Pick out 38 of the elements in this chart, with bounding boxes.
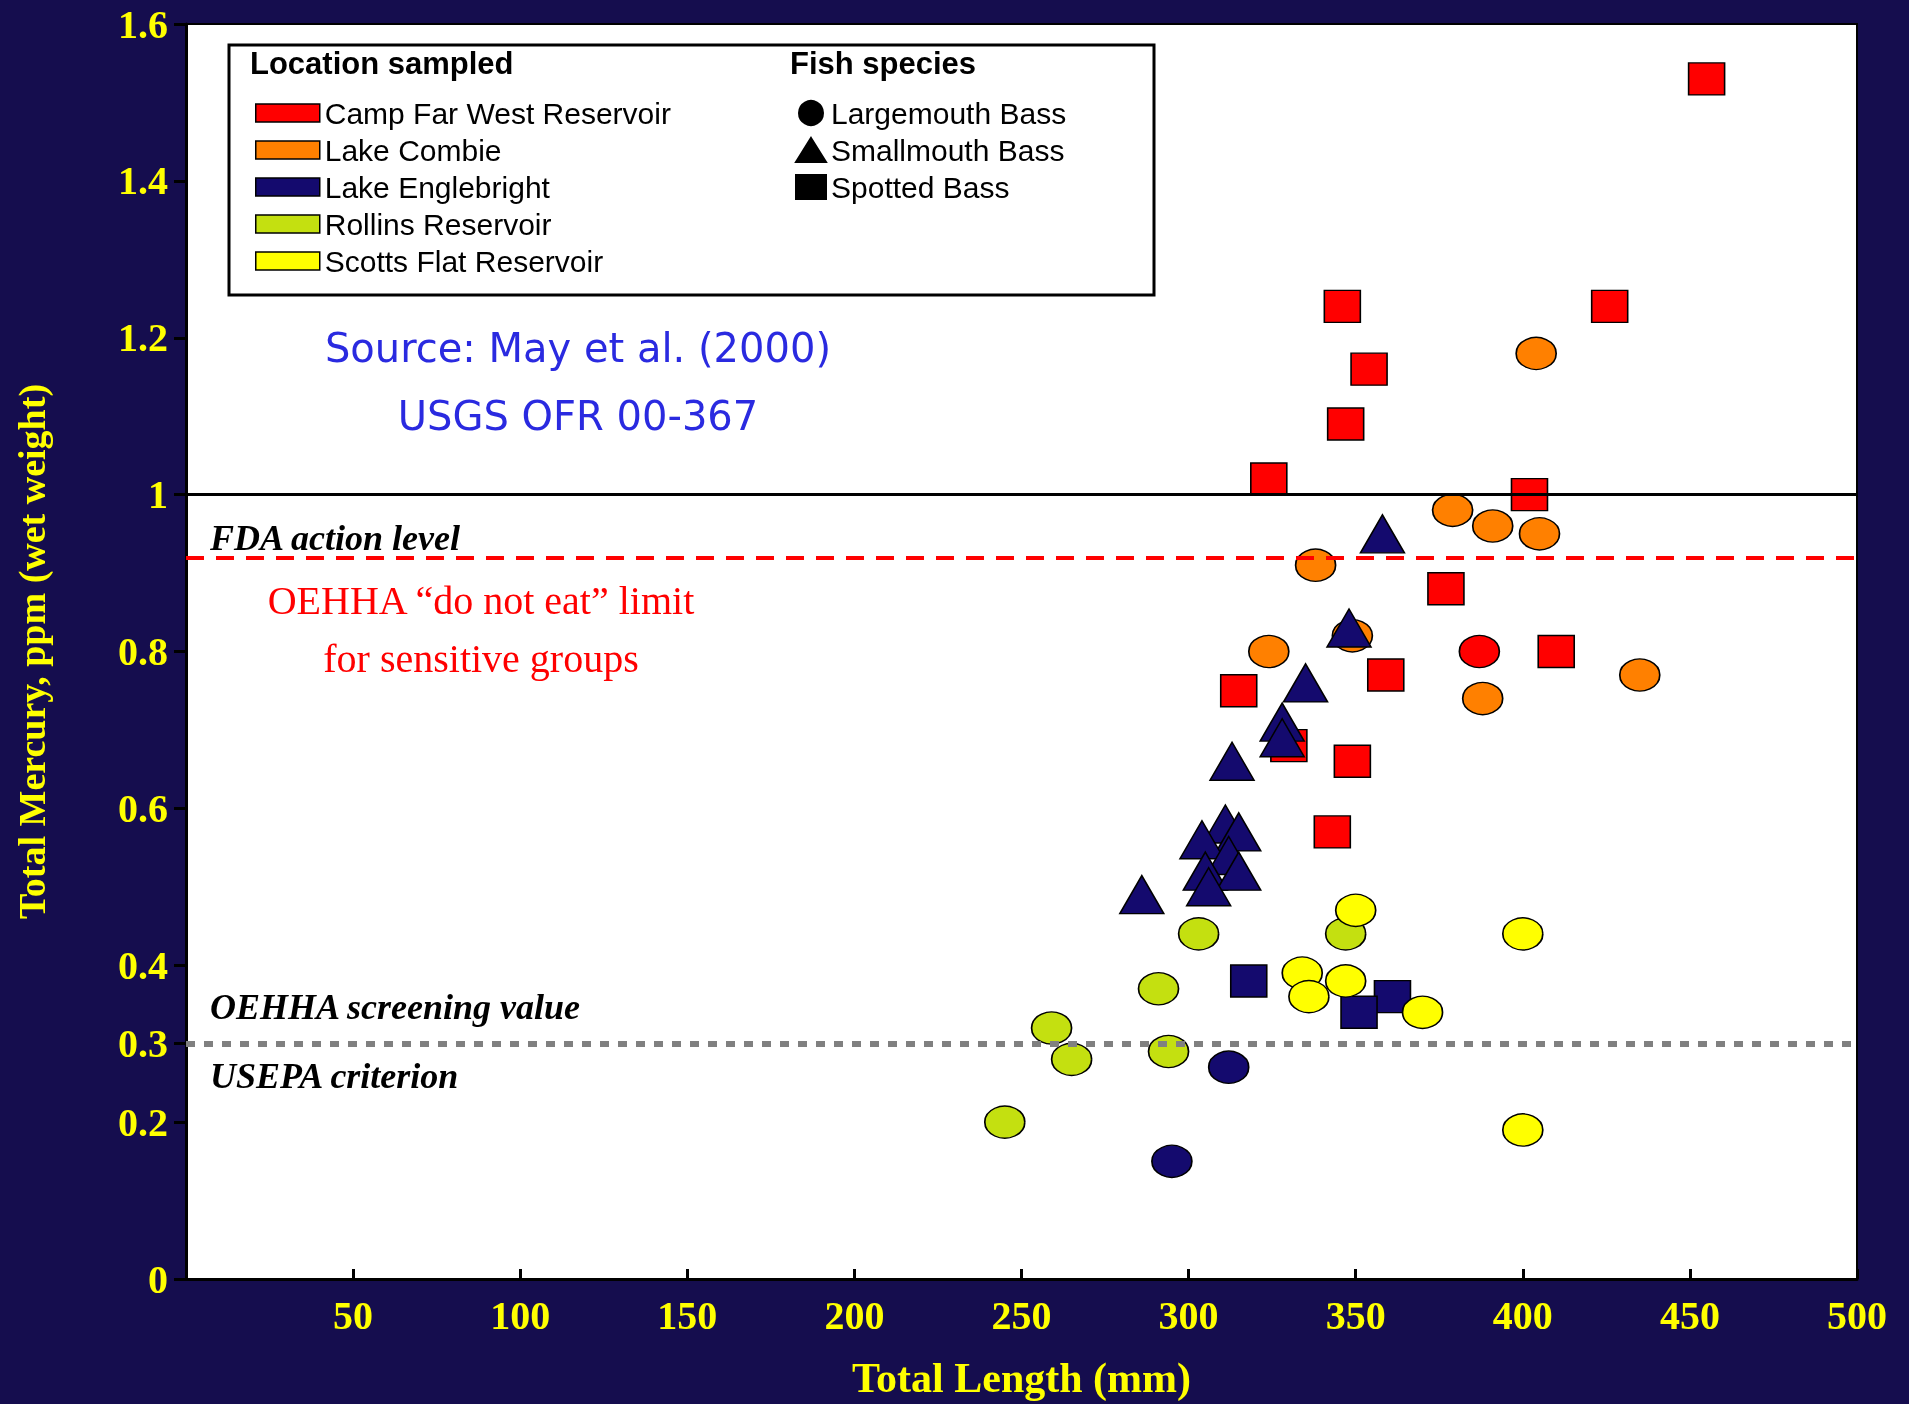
- ref-line-label: OEHHA “do not eat” limit for sensitive groups: [267, 577, 695, 681]
- legend-label: Scotts Flat Reservoir: [324, 244, 604, 278]
- y-tick-label: 1.6: [118, 1, 168, 47]
- annotation: Source: May et al. (2000): [324, 325, 832, 371]
- legend-label: Largemouth Bass: [831, 96, 1067, 130]
- y-tick-label: 0.4: [118, 942, 168, 988]
- legend-label: Lake Englebright: [324, 170, 551, 204]
- legend-label: Spotted Bass: [831, 170, 1010, 204]
- annotation: USEPA criterion: [210, 1055, 459, 1096]
- y-tick-label: 0.8: [118, 629, 168, 674]
- x-tick-label: 250: [991, 1292, 1052, 1338]
- x-tick-label: 300: [1158, 1292, 1219, 1338]
- x-tick-label: 450: [1659, 1292, 1720, 1338]
- annotation: Fish species: [790, 46, 977, 81]
- legend-label: Rollins Reservoir: [324, 207, 552, 241]
- legend-label: Smallmouth Bass: [831, 133, 1065, 167]
- x-tick-label: 100: [490, 1292, 551, 1338]
- ref-line-label: FDA action level: [209, 517, 460, 558]
- x-tick-label: 50: [333, 1292, 374, 1338]
- y-tick-label: 1.4: [118, 158, 168, 204]
- x-tick-label: 150: [657, 1292, 718, 1338]
- y-axis-title: Total Mercury, ppm (wet weight): [11, 383, 54, 920]
- y-tick-label: 0.6: [118, 785, 168, 831]
- x-tick-label: 350: [1325, 1292, 1386, 1338]
- x-tick-label: 400: [1492, 1292, 1553, 1338]
- annotation: USGS OFR 00-367: [397, 393, 759, 439]
- y-tick-label: 1.2: [118, 315, 168, 361]
- y-tick-label: 0: [148, 1256, 168, 1302]
- x-tick-label: 200: [824, 1292, 885, 1338]
- ref-line-label: OEHHA screening value: [210, 986, 581, 1027]
- y-tick-label: 0.3: [118, 1021, 168, 1067]
- legend-title: Location sampled: [250, 46, 514, 81]
- x-axis-title: Total Length (mm): [851, 1355, 1192, 1402]
- y-tick-label: 0.2: [118, 1099, 168, 1145]
- y-tick-label: 1: [148, 472, 168, 518]
- legend-label: Lake Combie: [324, 133, 502, 167]
- legend-label: Camp Far West Reservoir: [324, 96, 671, 130]
- x-tick-label: 500: [1827, 1292, 1887, 1338]
